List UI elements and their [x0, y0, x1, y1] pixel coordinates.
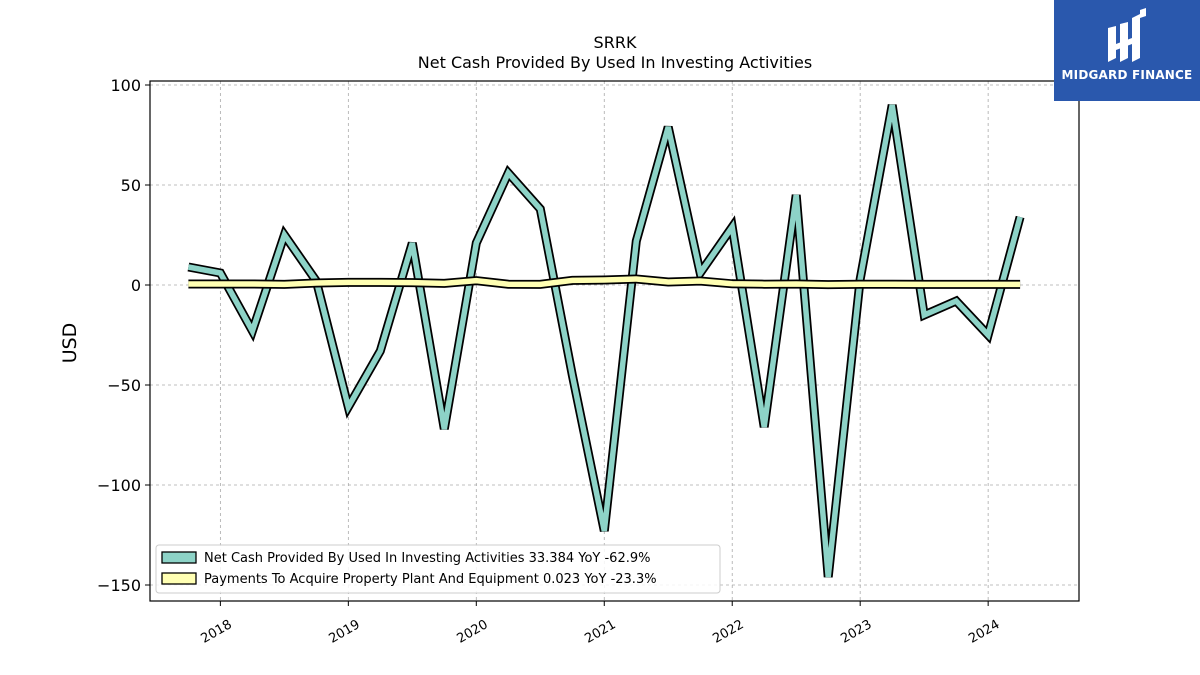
legend-box: [155, 544, 721, 594]
y-tick-label: 0: [131, 276, 141, 295]
grid: [150, 81, 1079, 601]
midgard-logo-icon: [1108, 8, 1146, 62]
x-axis-ticks: 2018 2019 2020 2021 2022 2023 2024: [199, 601, 1002, 647]
x-tick-label: 2019: [327, 617, 363, 647]
y-tick-label: 50: [121, 176, 141, 195]
chart-title: SRRK: [594, 33, 637, 52]
x-tick-label: 2021: [582, 617, 618, 647]
y-tick-label: −50: [107, 376, 141, 395]
brand-logo: MIDGARD FINANCE: [1054, 0, 1200, 101]
brand-name: MIDGARD FINANCE: [1061, 68, 1193, 82]
x-tick-label: 2024: [966, 617, 1002, 647]
y-tick-label: −100: [97, 476, 141, 495]
x-tick-label: 2022: [710, 617, 746, 647]
legend-swatch-net-cash: [161, 551, 197, 564]
chart-subtitle: Net Cash Provided By Used In Investing A…: [418, 53, 812, 72]
legend-label-net-cash: Net Cash Provided By Used In Investing A…: [204, 551, 650, 566]
x-tick-label: 2018: [199, 617, 235, 647]
series-lines: [187, 104, 1025, 578]
y-tick-label: 100: [110, 76, 141, 95]
series-line-1: [188, 276, 1021, 288]
x-tick-label: 2020: [454, 617, 490, 647]
plot-area-frame: [149, 80, 1080, 602]
x-tick-label: 2023: [838, 617, 874, 647]
legend-label-payments: Payments To Acquire Property Plant And E…: [204, 572, 657, 587]
y-axis-label: USD: [59, 323, 81, 364]
y-tick-label: −150: [97, 576, 141, 595]
series-line-0: [187, 104, 1023, 578]
legend-swatch-payments: [161, 572, 197, 585]
legend: Net Cash Provided By Used In Investing A…: [155, 544, 721, 594]
y-axis-ticks: 100 50 0 −50 −100 −150: [97, 76, 150, 595]
